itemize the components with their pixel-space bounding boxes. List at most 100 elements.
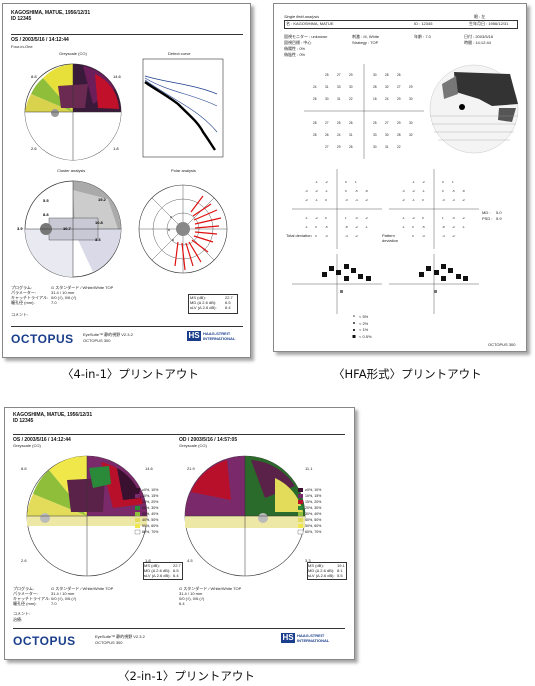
hfa-fn: 偽陰性 : 0% <box>284 52 306 57</box>
threshold-value: 25 <box>373 121 377 125</box>
hfa-pattern-deviation <box>389 169 479 249</box>
defect-curve-plot <box>142 58 224 158</box>
deviation-value: -2 <box>412 216 415 220</box>
threshold-value: 28 <box>313 121 317 125</box>
threshold-value: 27 <box>397 85 401 89</box>
hfa-eye: 眼 : 左 <box>474 14 486 19</box>
deviation-value: 1 <box>345 216 347 220</box>
left-val-tr: 14.6 <box>145 466 153 471</box>
legend-entry: 40%, 50% <box>305 518 322 522</box>
r-program-value: G スタンダード / White/White TOP <box>179 586 242 591</box>
hfa-time: 時間 : 14:12:44 <box>464 40 491 45</box>
deviation-value: -3 <box>452 216 455 220</box>
legend-entry: 50%, 60% <box>305 524 322 528</box>
total-deviation-label: Total deviation <box>286 233 312 238</box>
haag-streit-text: HAAG-STREIT INTERNATIONAL <box>203 331 236 341</box>
l-ms-label: MS (dB): <box>144 563 160 568</box>
r-catch-value: 0/0 (√), 0/6 (√) <box>179 596 205 601</box>
hfa-strat: Strategy : TOP <box>352 40 379 45</box>
stat-slv-value: 6.4 <box>225 305 231 310</box>
r-ms-label: MS (dB): <box>308 563 324 568</box>
deviation-value: -4 <box>345 234 348 238</box>
patient-name-2: KAGOSHIMA, MATUE, 1956/12/31 <box>13 412 93 418</box>
r-md-value: 8.1 <box>337 568 343 573</box>
threshold-value: 30 <box>373 73 377 77</box>
deviation-value: -5 <box>355 189 358 193</box>
r-slv-label: sLV (Δ 2.6 dB): <box>308 573 335 578</box>
deviation-value: 0 <box>325 216 327 220</box>
deviation-value: -4 <box>452 198 455 202</box>
hfa-total-deviation <box>292 169 382 249</box>
legend-entry: 15%, 20% <box>305 500 322 504</box>
threshold-value: 26 <box>397 73 401 77</box>
legend-entry: 60%, 70% <box>305 530 322 534</box>
patient-id-2: ID 12345 <box>13 418 34 424</box>
hfa-name: 名 : KAGOSHIMA, MATUE <box>286 21 334 26</box>
deviation-value: -1 <box>305 225 308 229</box>
threshold-value: 31 <box>349 133 353 137</box>
stat-md-label: MD (Δ 2.6 dB): <box>190 300 217 305</box>
svg-text:19.2: 19.2 <box>98 197 107 202</box>
haag-streit-logo-2: HS <box>281 633 295 643</box>
deviation-value: -4 <box>442 234 445 238</box>
legend-entry: ≥0%, 10% <box>142 488 159 492</box>
svg-text:10.8: 10.8 <box>95 220 104 225</box>
footer-catch-label: キャッチトライアル: <box>11 295 49 300</box>
printout-two-in-one: KAGOSHIMA, MATUE, 1956/12/31 ID 12345 OS… <box>4 407 355 660</box>
threshold-value: 30 <box>409 97 413 101</box>
legend-entry: 60%, 70% <box>142 530 159 534</box>
stat-slv-label: sLV (Δ 2.6 dB): <box>190 305 217 310</box>
hfa-md-value: 5.0 <box>496 210 502 215</box>
panel-title-cluster: Cluster analysis <box>57 168 86 173</box>
legend-1: < 1% <box>359 327 369 332</box>
threshold-value: 22 <box>349 97 353 101</box>
legend-5: < 5% <box>359 314 369 319</box>
threshold-value: 33 <box>373 133 377 137</box>
deviation-value: -2 <box>402 198 405 202</box>
deviation-value: -3 <box>325 234 328 238</box>
threshold-value: 26 <box>325 133 329 137</box>
svg-text:5.5: 5.5 <box>43 198 49 203</box>
deviation-value: 0 <box>412 234 414 238</box>
right-val-br: 3.3 <box>305 558 311 563</box>
threshold-value: 29 <box>349 73 353 77</box>
deviation-value: -8 <box>462 189 465 193</box>
gs-val-bl: 2.6 <box>31 146 37 151</box>
legend-entry: 10%, 15% <box>305 494 322 498</box>
l-param-label: パラメーター: <box>13 591 38 596</box>
panel-title-greyscale: Greyscale (CO) <box>59 51 87 56</box>
threshold-value: 27 <box>385 121 389 125</box>
threshold-value: 29 <box>409 85 413 89</box>
threshold-value: 27 <box>325 121 329 125</box>
threshold-value: 29 <box>337 145 341 149</box>
l-pupil-label: 瞳孔径 (mm): <box>13 601 37 606</box>
threshold-value: 26 <box>313 97 317 101</box>
threshold-value: 30 <box>385 133 389 137</box>
r-param-value: 31.4 / 10 mm <box>179 591 203 596</box>
hfa-stim: 刺激 : III, White <box>352 34 380 39</box>
gs-val-tl: 8.8 <box>31 74 37 79</box>
deviation-value: -1 <box>325 189 328 193</box>
deviation-value: -2 <box>412 189 415 193</box>
legend-entry: 50%, 60% <box>142 524 159 528</box>
treatment-label: 治療: <box>13 617 23 622</box>
deviation-value: -1 <box>422 189 425 193</box>
left-exam: OS / 2003/5/16 / 14:12:44 <box>13 437 71 443</box>
threshold-value: 33 <box>337 85 341 89</box>
deviation-value: -1 <box>412 198 415 202</box>
deviation-value: -1 <box>315 198 318 202</box>
deviation-value: 0 <box>422 216 424 220</box>
deviation-value: -8 <box>345 225 348 229</box>
deviation-value: -2 <box>305 198 308 202</box>
threshold-value: 24 <box>337 133 341 137</box>
legend-entry: 20%, 30% <box>305 506 322 510</box>
deviation-value: 0 <box>412 225 414 229</box>
footer-catch-value: 0/0 (√), 0/6 (√) <box>51 295 77 300</box>
r-md-label: MD (Δ 2.6 dB): <box>308 568 335 573</box>
printout-four-in-one: KAGOSHIMA, MATUE, 1956/12/31 ID 12345 OS… <box>2 3 251 358</box>
deviation-value: 1 <box>452 180 454 184</box>
threshold-value: 29 <box>397 121 401 125</box>
deviation-value: -2 <box>355 234 358 238</box>
threshold-value: 26 <box>349 145 353 149</box>
deviation-value: 1 <box>355 180 357 184</box>
